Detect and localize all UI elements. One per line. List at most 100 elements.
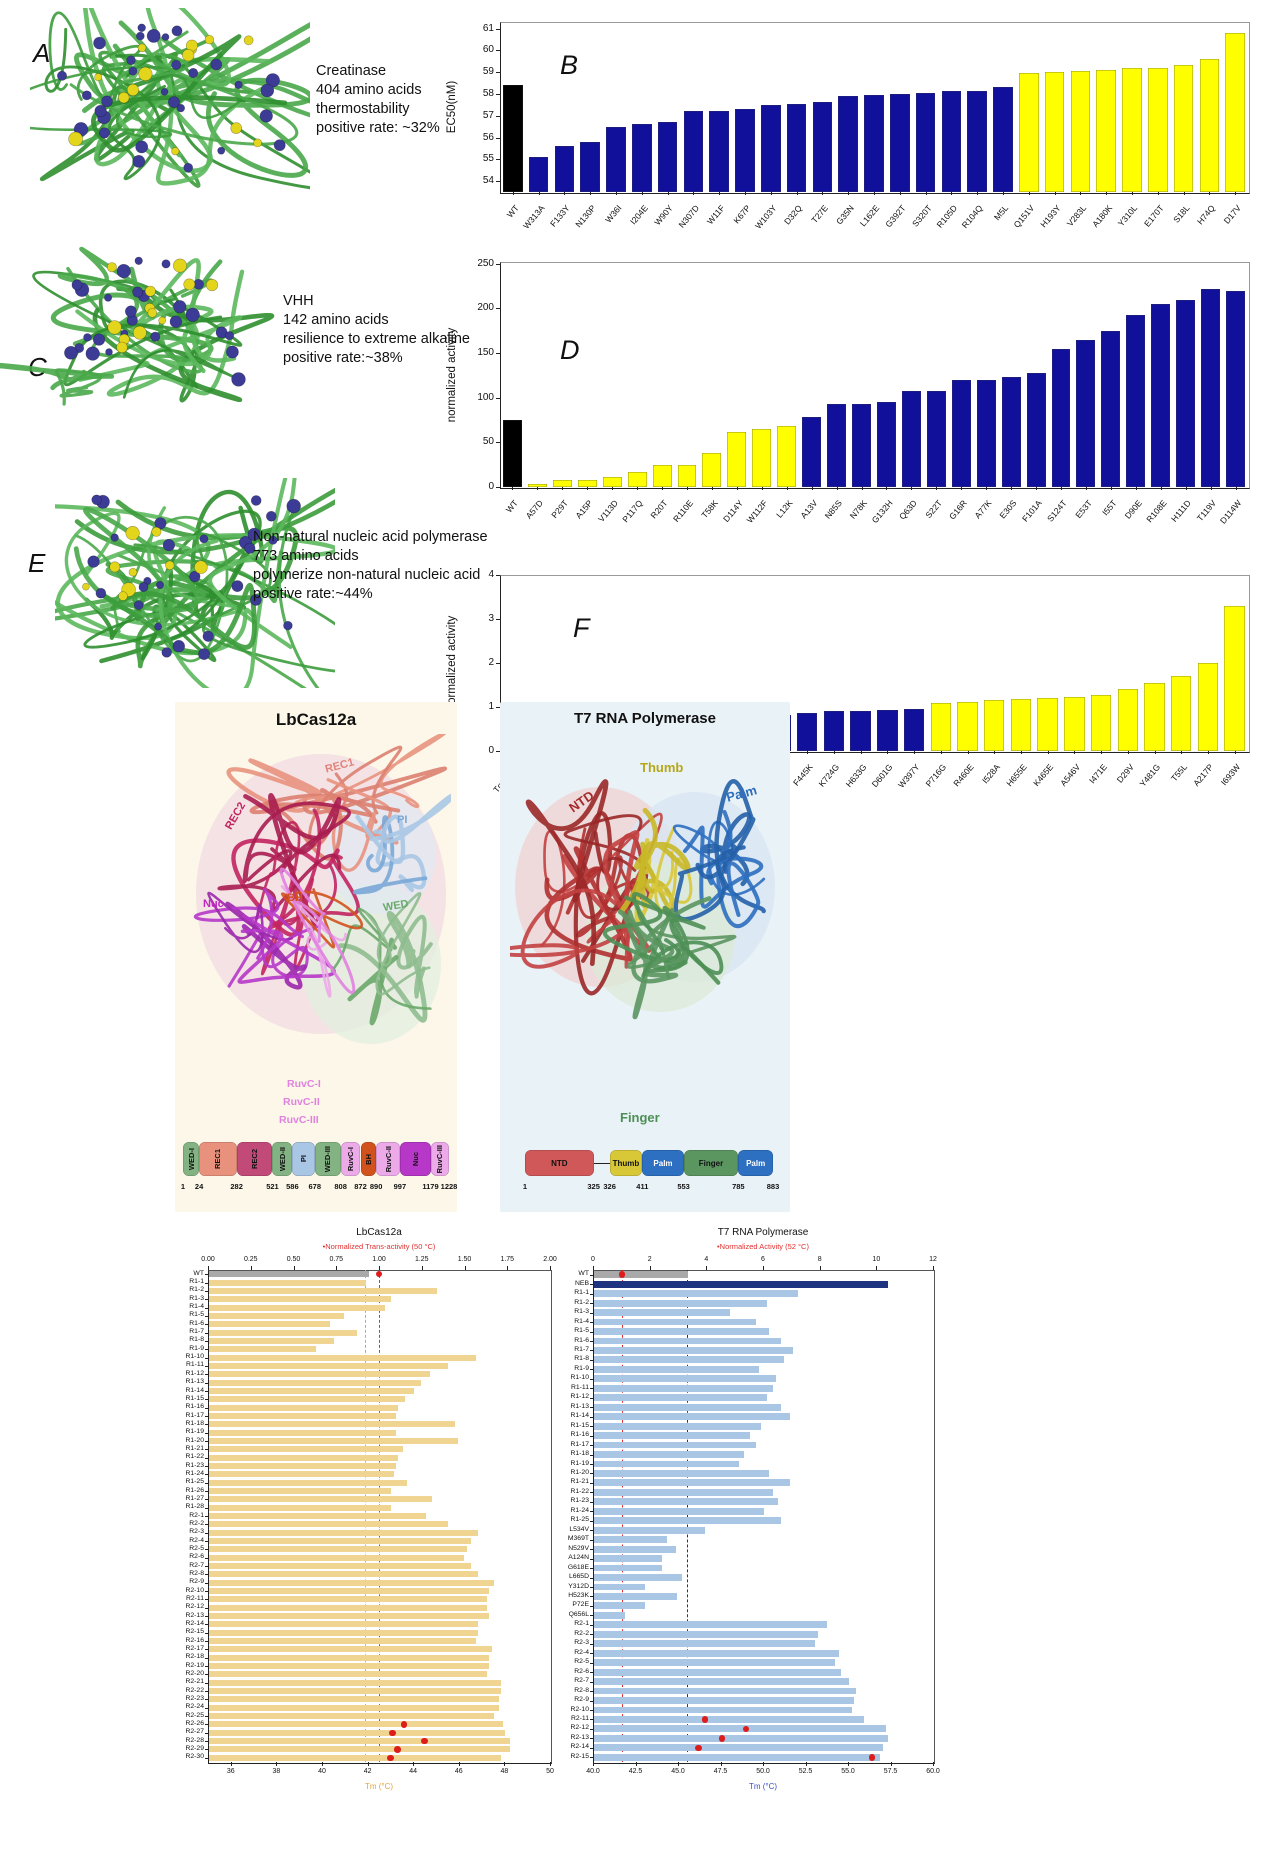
x-tick-mark	[736, 487, 738, 490]
row-tick-mark	[205, 1274, 208, 1276]
bar-H111D	[1176, 299, 1196, 487]
x-tick-mark	[1106, 192, 1108, 195]
row-tick-mark	[205, 1532, 208, 1534]
activity-dot-R2-12	[742, 1725, 750, 1733]
structure-label-Nuc: Nuc	[203, 898, 224, 910]
bar-A217P	[1197, 663, 1219, 751]
bar-A180K	[1096, 69, 1116, 192]
row-label-R1-18: R1-18	[185, 1419, 204, 1427]
tm-bar-R1-3	[209, 1296, 392, 1303]
row-tick-mark	[590, 1284, 593, 1286]
blue-residue-sphere	[71, 279, 83, 291]
tm-bar-N529V	[594, 1545, 676, 1553]
x-tick-mark	[616, 192, 618, 195]
row-label-R1-23: R1-23	[570, 1497, 589, 1505]
row-tick-mark	[590, 1605, 593, 1607]
row-tick-mark	[205, 1374, 208, 1376]
ribbon-stroke	[563, 814, 648, 911]
bar-D114W	[1226, 290, 1245, 487]
activity-dot-R2-26	[400, 1721, 408, 1728]
row-tick-mark	[205, 1632, 208, 1634]
bar-WT	[503, 85, 523, 192]
bottom-tick-label: 44	[409, 1768, 418, 1775]
row-label-R1-27: R1-27	[185, 1494, 204, 1502]
row-label-H523K: H523K	[568, 1592, 589, 1600]
panel-letter: B	[560, 50, 579, 80]
bottom-tick-label: 45.0	[671, 1768, 685, 1775]
domain-boundary-997: 997	[393, 1182, 407, 1191]
yellow-residue-sphere	[125, 525, 140, 541]
tm-bar-R1-2	[209, 1287, 437, 1294]
row-label-R2-4: R2-4	[574, 1648, 589, 1656]
tm-bar-H523K	[594, 1593, 678, 1600]
top-tick-label: 1.75	[500, 1256, 515, 1263]
blue-residue-sphere	[244, 542, 256, 554]
x-tick-mark	[836, 487, 838, 490]
row-label-R2-2: R2-2	[189, 1519, 204, 1527]
blue-residue-sphere	[128, 66, 138, 76]
domain-segment-RuvC-III: RuvC-III	[430, 1142, 449, 1176]
bottom-tick-label: 42	[363, 1768, 372, 1775]
bar-Y481G	[1144, 682, 1165, 751]
tm-bar-R2-30	[209, 1754, 501, 1761]
y-tick-mark	[496, 115, 500, 117]
bottom-tick-mark	[890, 1762, 892, 1766]
bar-G16R	[951, 379, 971, 487]
domain-segment-text: PI	[299, 1155, 309, 1163]
blue-residue-sphere	[56, 70, 67, 81]
row-label-R1-20: R1-20	[570, 1469, 589, 1477]
tm-bar-R1-9	[209, 1346, 317, 1353]
t7-tm-chart: T7 RNA Polymerase •Normalized Activity (5…	[540, 1225, 990, 1850]
blue-residue-sphere	[172, 640, 186, 653]
blue-residue-sphere	[137, 23, 146, 32]
bottom-tick-mark	[230, 1762, 232, 1766]
blue-residue-sphere	[250, 495, 262, 506]
x-tick-mark	[1080, 192, 1082, 195]
bar-T27E	[812, 101, 833, 192]
row-tick-mark	[205, 1682, 208, 1684]
bar-D601G	[877, 710, 898, 751]
tm-bar-R2-15	[594, 1753, 880, 1761]
tm-bar-R2-7	[209, 1563, 472, 1570]
top-tick-mark	[933, 1266, 934, 1270]
blue-residue-sphere	[167, 96, 180, 108]
row-label-R1-28: R1-28	[185, 1503, 204, 1511]
tm-bar-R2-16	[209, 1638, 476, 1645]
x-tick-mark	[1235, 487, 1237, 490]
tm-bar-R1-19	[594, 1460, 739, 1468]
y-tick-mark	[496, 308, 500, 310]
row-tick-mark	[205, 1757, 208, 1759]
row-tick-mark	[205, 1449, 208, 1451]
bottom-tick-label: 46	[454, 1768, 463, 1775]
domain-segment-text: Thumb	[612, 1158, 640, 1168]
tm-bar-R2-15	[209, 1629, 479, 1636]
row-label-R2-25: R2-25	[185, 1711, 204, 1719]
bottom-tick-label: 47.5	[713, 1768, 728, 1775]
bar-N78K	[852, 403, 871, 487]
row-label-R2-20: R2-20	[185, 1670, 204, 1678]
ribbon-stroke	[525, 779, 609, 967]
tm-bar-R1-23	[594, 1498, 778, 1506]
row-label-R2-18: R2-18	[185, 1653, 204, 1661]
row-tick-mark	[590, 1615, 593, 1617]
tm-bar-R2-4	[594, 1649, 839, 1657]
bottom-tick-mark	[322, 1762, 323, 1766]
y-tick-mark	[496, 263, 500, 265]
row-label-R1-9: R1-9	[574, 1364, 589, 1372]
domain-segment-text: Palm	[653, 1158, 673, 1168]
ribbon-stroke	[347, 937, 399, 1026]
top-tick-label: 1.50	[457, 1256, 472, 1263]
x-tick-mark	[1110, 487, 1112, 490]
caption-line: 404 amino acids	[316, 82, 422, 98]
ribbon-stroke	[364, 892, 431, 996]
blue-residue-sphere	[136, 31, 145, 41]
bar-N130P	[580, 141, 601, 192]
tm-bar-R1-5	[594, 1328, 770, 1335]
x-tick-mark	[1234, 751, 1236, 754]
y-tick-mark	[496, 137, 500, 139]
tm-bar-R1-17	[594, 1441, 756, 1449]
bar-W11F	[709, 111, 730, 192]
row-tick-mark	[590, 1312, 593, 1314]
y-tick-label: 4	[488, 569, 494, 580]
tm-bar-R1-12	[209, 1371, 431, 1378]
